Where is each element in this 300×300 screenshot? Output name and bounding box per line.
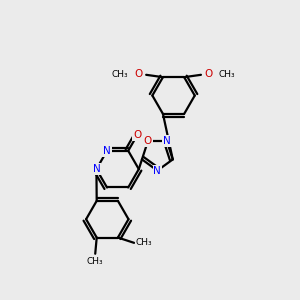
Text: CH₃: CH₃ — [112, 70, 128, 79]
Text: O: O — [133, 130, 141, 140]
Text: CH₃: CH₃ — [136, 238, 152, 247]
Text: O: O — [205, 69, 213, 79]
Text: O: O — [134, 69, 142, 79]
Text: N: N — [154, 166, 161, 176]
Text: CH₃: CH₃ — [219, 70, 235, 79]
Text: O: O — [144, 136, 152, 146]
Text: CH₃: CH₃ — [87, 257, 104, 266]
Text: N: N — [103, 146, 111, 156]
Text: N: N — [92, 164, 100, 174]
Text: N: N — [163, 136, 171, 146]
